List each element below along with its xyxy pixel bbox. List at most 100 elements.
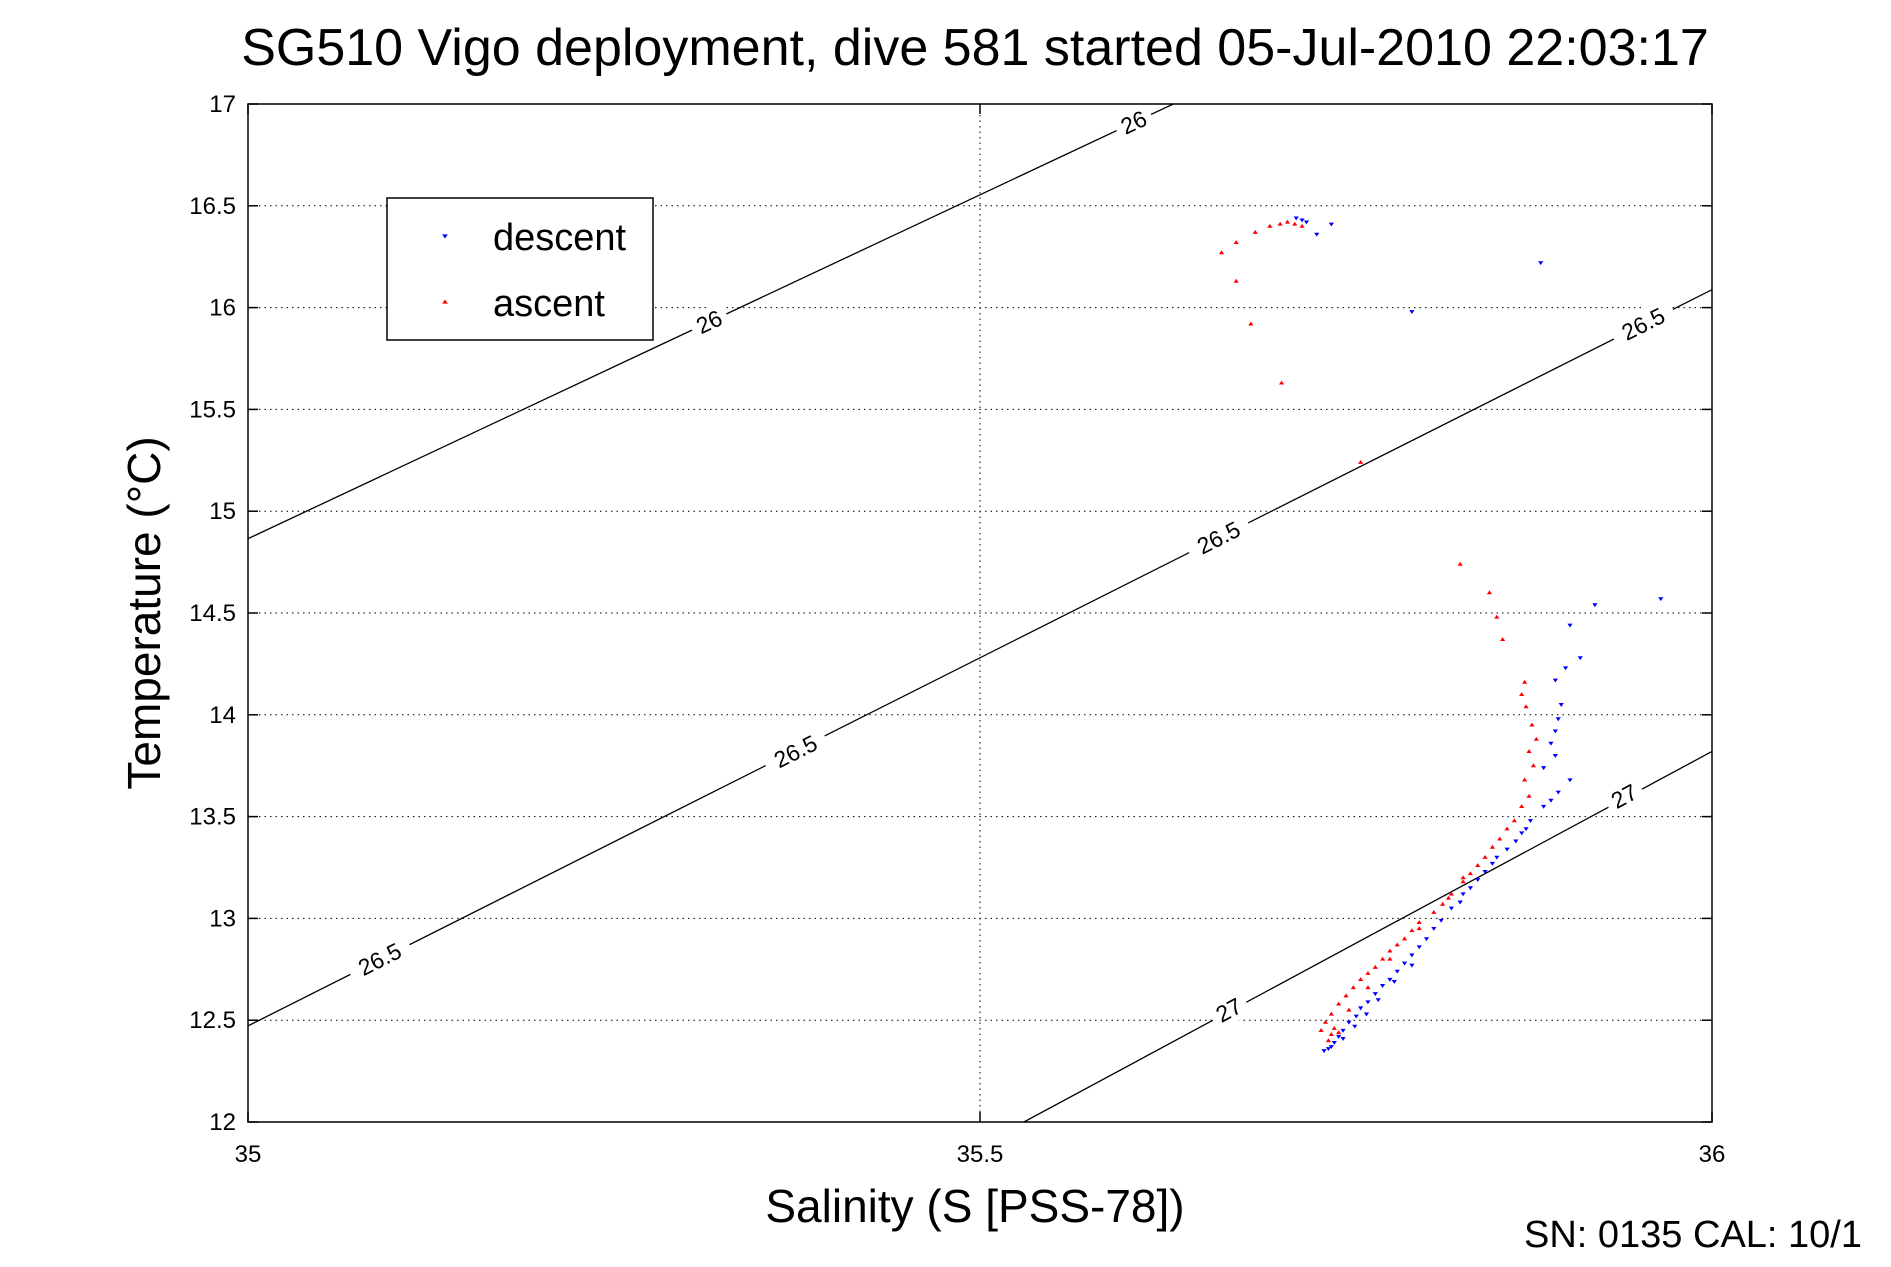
descent-point xyxy=(1552,753,1558,758)
ascent-point xyxy=(1511,818,1517,823)
descent-point xyxy=(1658,597,1664,602)
ascent-point xyxy=(1445,895,1452,900)
ascent-point xyxy=(1416,926,1422,931)
legend-box xyxy=(386,197,654,341)
descent-point xyxy=(1346,1020,1352,1025)
ascent-point xyxy=(1460,875,1466,880)
ascent-point xyxy=(1457,561,1463,566)
descent-point xyxy=(1548,741,1554,746)
descent-point xyxy=(1299,218,1305,223)
ascent-point xyxy=(1533,736,1539,741)
y-tick-label: 12 xyxy=(209,1109,236,1136)
ascent-point xyxy=(1504,826,1510,831)
descent-point xyxy=(1358,1006,1364,1011)
footer-serial-cal: SN: 0135 CAL: 10/1 xyxy=(1524,1214,1862,1256)
descent-point xyxy=(1460,892,1466,897)
descent-point xyxy=(1321,1049,1327,1054)
contour-label-background xyxy=(686,301,733,343)
ascent-point xyxy=(1416,920,1422,925)
data-points xyxy=(1218,216,1664,1054)
descent-point xyxy=(1523,827,1529,832)
ascent-point xyxy=(1252,229,1258,234)
ascent-point xyxy=(1500,637,1506,642)
ascent-point xyxy=(1284,219,1291,224)
legend: descent ascent xyxy=(386,197,654,341)
x-tick-label: 35.5 xyxy=(957,1141,1004,1168)
descent-point xyxy=(1314,232,1320,237)
descent-point xyxy=(1431,927,1437,931)
descent-point xyxy=(1340,1036,1346,1041)
y-tick-label: 12.5 xyxy=(189,1007,236,1034)
descent-point xyxy=(1365,1000,1371,1005)
contour-label: 26.5 xyxy=(1607,296,1679,352)
contour-label: 26.5 xyxy=(1182,510,1255,566)
descent-point xyxy=(1489,861,1495,866)
ascent-point xyxy=(1325,1038,1332,1043)
ascent-point xyxy=(1494,614,1500,619)
x-axis-label: Salinity (S [PSS-78]) xyxy=(765,1180,1184,1232)
ascent-point xyxy=(1267,223,1273,228)
y-tick-label: 17 xyxy=(209,91,236,118)
descent-point xyxy=(1387,977,1393,982)
legend-label-descent: descent xyxy=(493,217,627,259)
descent-point xyxy=(1352,1024,1358,1029)
descent-point xyxy=(1331,1041,1337,1045)
ascent-point xyxy=(1278,380,1285,385)
density-contour-line xyxy=(248,289,1712,1027)
ascent-point xyxy=(1460,879,1466,884)
descent-point xyxy=(1303,220,1310,225)
descent-point xyxy=(1409,953,1415,958)
ascent-point xyxy=(1482,854,1488,859)
descent-point xyxy=(1293,216,1299,221)
legend-marker-descent xyxy=(442,234,448,239)
descent-point xyxy=(1519,831,1525,836)
ascent-point xyxy=(1350,985,1356,990)
descent-point xyxy=(1353,1014,1359,1019)
ascent-point xyxy=(1440,901,1446,906)
ascent-point xyxy=(1526,749,1532,754)
y-tick-label: 14 xyxy=(209,702,236,729)
ascent-point xyxy=(1336,1001,1342,1006)
descent-point xyxy=(1423,937,1430,942)
contour-label: 26.5 xyxy=(759,724,832,779)
descent-point xyxy=(1391,979,1397,984)
descent-point xyxy=(1467,886,1474,891)
descent-point xyxy=(1325,1047,1332,1052)
ascent-point xyxy=(1431,909,1437,914)
ascent-point xyxy=(1448,891,1455,896)
descent-point xyxy=(1527,819,1534,824)
ascent-point xyxy=(1346,1007,1352,1012)
y-axis-label: Temperature (°C) xyxy=(118,436,170,789)
y-tick-label: 13.5 xyxy=(189,804,236,831)
descent-point xyxy=(1409,310,1415,315)
ascent-point xyxy=(1489,844,1495,849)
descent-point xyxy=(1328,1045,1334,1050)
ascent-point xyxy=(1277,221,1283,226)
descent-point xyxy=(1555,790,1561,795)
density-contour-line xyxy=(1023,750,1712,1122)
descent-point xyxy=(1372,992,1378,997)
contour-label-background xyxy=(1110,101,1157,144)
ascent-point xyxy=(1365,971,1371,975)
ascent-point xyxy=(1530,763,1536,768)
grid-lines xyxy=(248,104,1712,1122)
descent-point xyxy=(1577,656,1583,661)
y-tick-label: 13 xyxy=(209,905,236,932)
contour-label-background xyxy=(343,931,416,987)
ascent-point xyxy=(1519,692,1525,696)
x-tick-label: 36 xyxy=(1699,1141,1726,1168)
descent-point xyxy=(1448,906,1455,911)
y-tick-label: 14.5 xyxy=(189,600,236,627)
chart-title: SG510 Vigo deployment, dive 581 started … xyxy=(241,19,1709,77)
descent-point xyxy=(1363,1012,1370,1017)
ascent-point xyxy=(1497,836,1503,841)
ascent-point xyxy=(1401,936,1408,941)
axis-ticks: 35 35.5 36 12 12.5 13 13.5 14 14.5 15 15.5 16 16.5 17 xyxy=(189,91,1725,1168)
ascent-point xyxy=(1336,1030,1342,1034)
ascent-point xyxy=(1522,679,1528,684)
descent-point xyxy=(1567,623,1573,628)
descent-point xyxy=(1555,717,1561,722)
contour-label: 26 xyxy=(686,301,733,343)
ascent-point xyxy=(1380,956,1386,961)
